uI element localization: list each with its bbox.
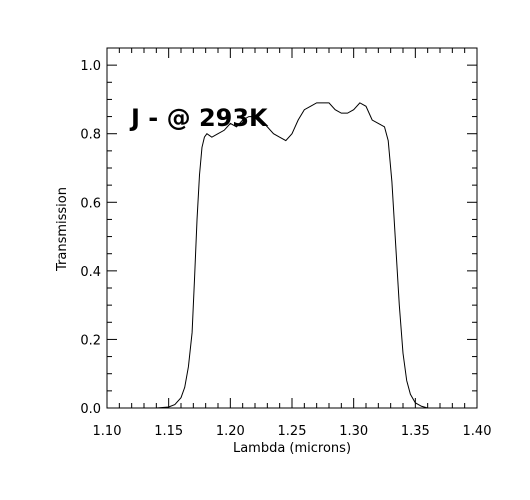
transmission-series-line [107,102,477,409]
x-tick-label: 1.40 [463,424,492,439]
y-tick-label: 0.0 [80,402,101,417]
x-axis-tick-labels: 1.10 1.15 1.20 1.25 1.30 1.35 1.40 [93,424,492,439]
x-tick-label: 1.30 [339,424,368,439]
chart-annotation: J - @ 293K [129,104,269,132]
x-axis-title: Lambda (microns) [233,441,351,456]
y-tick-label: 0.8 [80,128,101,143]
x-tick-label: 1.20 [216,424,245,439]
y-tick-label: 0.6 [80,196,101,211]
y-tick-label: 1.0 [80,59,101,74]
y-tick-label: 0.4 [80,265,101,280]
y-axis-tick-labels: 0.0 0.2 0.4 0.6 0.8 1.0 [80,59,101,417]
x-tick-label: 1.25 [278,424,307,439]
x-axis-ticks [106,48,478,408]
x-tick-label: 1.15 [154,424,183,439]
x-tick-label: 1.10 [93,424,122,439]
y-tick-label: 0.2 [80,333,101,348]
x-tick-label: 1.35 [401,424,430,439]
y-axis-ticks [107,64,477,409]
y-axis-title: Transmission [55,187,70,272]
